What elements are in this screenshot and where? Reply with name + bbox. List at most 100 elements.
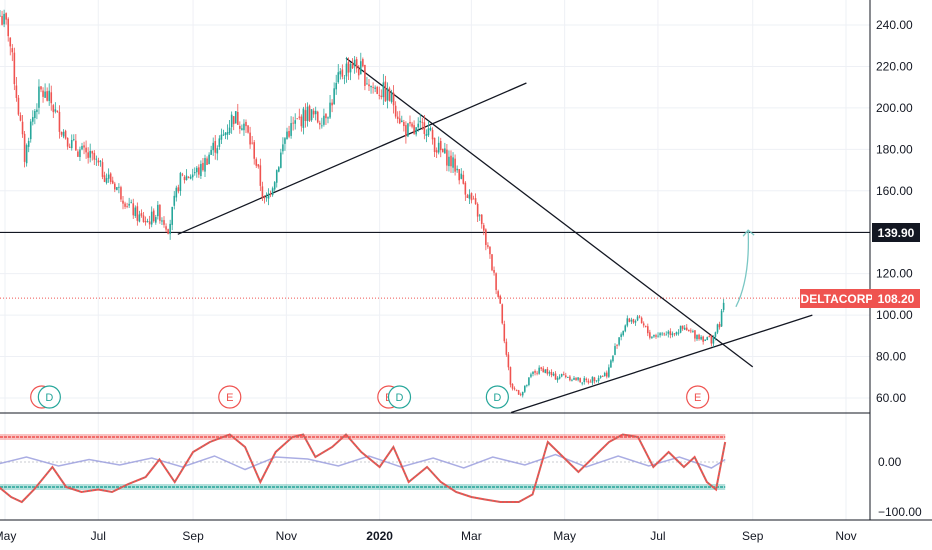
candle-body [288,131,290,137]
candle-body [683,327,686,330]
candle-body [134,207,137,216]
candle-body [355,59,358,69]
candle-body [226,132,229,135]
candle-body [388,88,391,101]
candle-body [278,167,280,172]
candle-body [21,121,24,135]
candle-body [46,91,48,101]
candle-body [644,326,647,328]
candle-body [11,48,14,53]
candle-body [183,176,186,181]
candle-body [339,71,342,75]
candle-body [294,120,296,124]
candle-body [68,146,71,148]
candle-body [573,377,575,380]
candle-body [671,333,674,336]
candle-body [247,125,249,133]
candle-body [446,149,448,166]
time-tick-label: May [0,529,16,543]
candle-body [79,149,81,158]
trendline [177,82,527,235]
forecast-arrow [735,229,755,308]
candle-body [267,193,270,199]
marker-circle [37,385,61,409]
candle-body [259,165,262,186]
candle-body [212,142,214,151]
candle-body [370,85,372,88]
candle-body [534,371,536,373]
candle-body [411,123,413,127]
candle-body [66,137,69,147]
candle-body [62,131,65,137]
candle-body [19,115,22,121]
candle-body [606,372,608,377]
candle-body [396,116,399,119]
candle-body [224,132,227,136]
candle-body [81,145,83,150]
candle-body [483,225,485,231]
candle-body [360,61,362,75]
candle-body [42,90,44,97]
candle-body [528,377,530,385]
candle-body [308,105,311,121]
candle-body [700,336,702,340]
candle-body [241,128,243,130]
candle-body [530,374,532,377]
candle-body [439,141,442,151]
price-tick-label: 200.00 [876,101,913,115]
candle-body [712,337,715,344]
candle-body [677,332,680,334]
candle-body [435,150,438,153]
candle-body [456,168,458,171]
candle-body [280,152,282,168]
candle-body [165,226,167,230]
oscillator-pane [0,433,727,504]
candle-body [271,188,274,196]
candle-body [470,193,473,201]
candle-body [554,373,557,380]
candle-body [282,144,284,152]
candle-body [75,140,77,151]
candle-body [636,316,639,321]
candle-body [616,345,618,346]
candle-body [468,194,471,199]
candle-body [265,197,268,198]
candle-body [261,186,264,198]
candle-body [601,376,604,377]
forecast-arrow-head [742,229,755,237]
candle-body [91,151,94,154]
candle-body [310,109,313,121]
candle-body [575,377,577,381]
candle-body [171,206,173,225]
candle-body [193,172,196,174]
oscillator-main-line [0,433,727,504]
candle-body [398,118,401,124]
candle-body [329,102,331,118]
candle-body [710,336,713,344]
candle-body [175,187,178,198]
candle-body [173,195,176,206]
candle-body [433,137,436,152]
candle-body [394,105,397,117]
candle-body [191,174,194,178]
level-label-box [872,223,920,242]
candle-body [505,341,508,355]
candle-body [634,321,637,323]
price-tick-label: 240.00 [876,18,913,32]
candle-body [167,229,169,234]
candle-body [458,169,460,181]
candle-body [540,367,542,369]
dividend-marker: D [387,385,412,409]
candle-body [232,116,235,125]
level-label: 139.90 [878,226,915,240]
candle-body [323,115,325,125]
candle-body [337,72,340,83]
candle-body [374,87,376,89]
candle-body [138,214,141,222]
candle-body [140,213,143,216]
candle-body [319,122,321,125]
candle-body [316,111,319,123]
candle-body [692,331,694,332]
candle-body [659,333,661,336]
